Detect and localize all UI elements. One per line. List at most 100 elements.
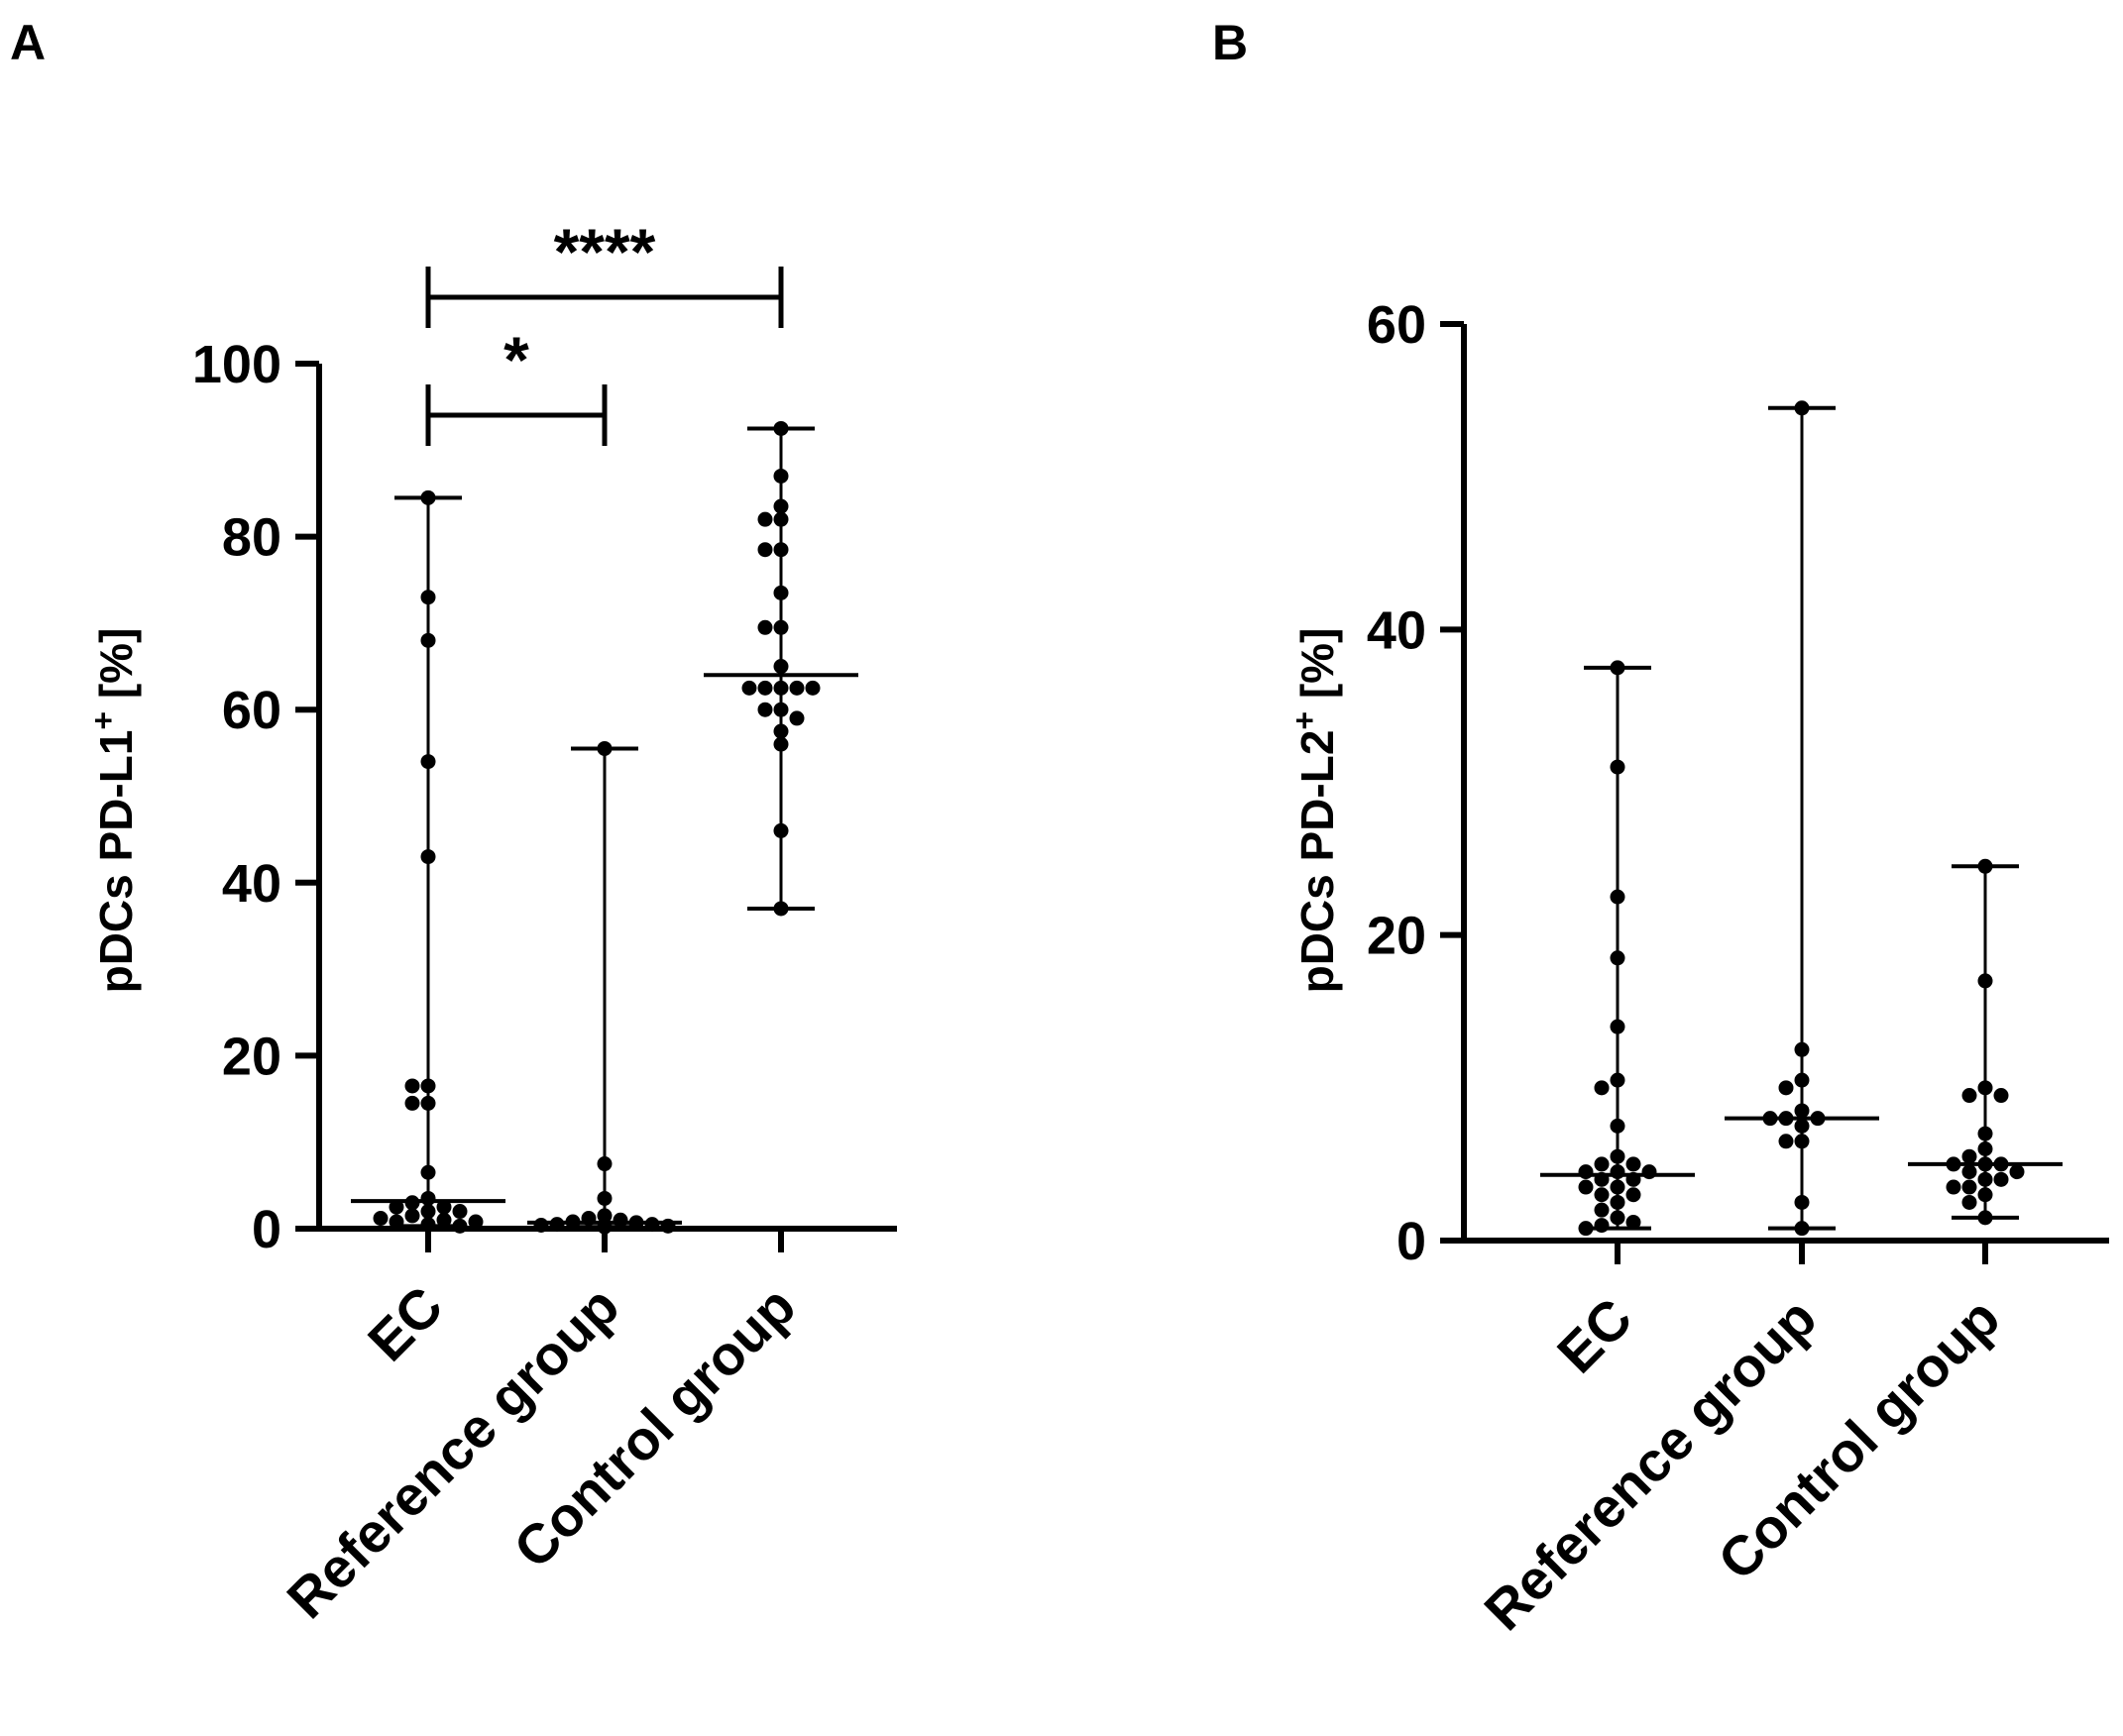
y-axis-title-main: pDCs PD-L1 xyxy=(90,730,142,994)
data-point xyxy=(404,1208,420,1224)
y-tick-label: 60 xyxy=(222,681,281,740)
data-point xyxy=(1610,759,1625,775)
data-point xyxy=(1977,1171,1993,1187)
y-tick-label: 60 xyxy=(1367,295,1426,355)
data-point xyxy=(597,1219,613,1235)
data-point xyxy=(805,680,821,696)
data-point xyxy=(1977,1080,1993,1096)
data-point xyxy=(1977,858,1993,874)
data-point xyxy=(741,680,757,696)
data-point xyxy=(628,1215,644,1231)
data-point xyxy=(773,723,789,739)
data-point xyxy=(1977,1187,1993,1203)
data-point xyxy=(565,1214,581,1230)
data-point xyxy=(757,542,773,558)
data-point xyxy=(1594,1218,1610,1234)
data-point xyxy=(773,468,789,484)
data-point xyxy=(420,849,436,865)
data-point xyxy=(773,736,789,752)
data-point xyxy=(1610,1072,1625,1088)
data-point xyxy=(1778,1080,1794,1096)
data-point xyxy=(1977,1141,1993,1156)
x-tick-label: Reference group xyxy=(275,1274,630,1630)
data-point xyxy=(773,542,789,558)
x-tick-label: Reference group xyxy=(1472,1286,1828,1642)
data-point xyxy=(1578,1179,1594,1195)
data-point xyxy=(420,590,436,605)
data-point xyxy=(373,1211,389,1227)
data-point xyxy=(789,680,805,696)
y-axis-title-unit: [%] xyxy=(1291,628,1343,711)
data-point xyxy=(1977,973,1993,989)
data-point xyxy=(613,1212,628,1228)
data-point xyxy=(773,498,789,514)
data-point xyxy=(1794,1103,1810,1119)
data-point xyxy=(1594,1156,1610,1172)
y-tick-label: 40 xyxy=(222,854,281,914)
data-point xyxy=(773,901,789,917)
data-point xyxy=(1778,1134,1794,1149)
y-tick-label: 80 xyxy=(222,508,281,568)
data-point xyxy=(597,1208,613,1224)
y-tick-label: 0 xyxy=(252,1200,281,1259)
data-point xyxy=(1610,1164,1625,1180)
data-point xyxy=(2009,1164,2025,1180)
data-point xyxy=(1625,1215,1641,1230)
data-point xyxy=(1610,1148,1625,1164)
y-tick-label: 20 xyxy=(222,1027,281,1086)
data-point xyxy=(1810,1111,1826,1127)
data-point xyxy=(1610,660,1625,676)
data-point xyxy=(773,822,789,838)
data-point xyxy=(581,1211,597,1227)
y-axis-title-superscript: + xyxy=(1286,711,1322,730)
data-point xyxy=(1946,1179,1961,1195)
data-point xyxy=(1946,1156,1961,1172)
data-point xyxy=(1794,1041,1810,1057)
data-point xyxy=(549,1217,565,1233)
data-point xyxy=(436,1199,452,1215)
panel-label-b: B xyxy=(1212,15,1248,70)
data-point xyxy=(1610,1194,1625,1210)
data-point xyxy=(644,1217,660,1233)
data-point xyxy=(1610,1118,1625,1134)
y-axis-title-unit: [%] xyxy=(90,628,142,711)
data-point xyxy=(1625,1156,1641,1172)
y-tick-label: 40 xyxy=(1367,600,1426,660)
data-point xyxy=(1794,1072,1810,1088)
data-point xyxy=(1610,950,1625,966)
data-point xyxy=(420,1217,436,1233)
data-point xyxy=(1594,1187,1610,1203)
y-tick-label: 100 xyxy=(192,335,281,394)
data-point xyxy=(1794,1134,1810,1149)
y-axis-title-main: pDCs PD-L2 xyxy=(1291,730,1343,994)
data-point xyxy=(773,585,789,600)
data-point xyxy=(404,1078,420,1094)
data-point xyxy=(1794,1194,1810,1210)
data-point xyxy=(1794,1221,1810,1237)
data-point xyxy=(773,619,789,635)
data-point xyxy=(420,1190,436,1206)
data-point xyxy=(660,1218,676,1234)
data-point xyxy=(1961,1088,1977,1104)
data-point xyxy=(420,1204,436,1220)
data-point xyxy=(1961,1179,1977,1195)
data-point xyxy=(1794,1118,1810,1134)
data-point xyxy=(1625,1187,1641,1203)
data-point xyxy=(773,702,789,717)
data-point xyxy=(773,511,789,527)
data-point xyxy=(1610,1019,1625,1034)
data-point xyxy=(1977,1156,1993,1172)
data-point xyxy=(1977,1126,1993,1141)
y-tick-label: 20 xyxy=(1367,907,1426,966)
data-point xyxy=(452,1204,468,1220)
data-point xyxy=(1794,400,1810,416)
data-point xyxy=(389,1214,404,1230)
data-point xyxy=(468,1214,484,1230)
data-point xyxy=(436,1212,452,1228)
data-point xyxy=(1610,1179,1625,1195)
data-point xyxy=(1993,1088,2009,1104)
y-axis-title: pDCs PD-L1+ [%] xyxy=(85,628,142,994)
